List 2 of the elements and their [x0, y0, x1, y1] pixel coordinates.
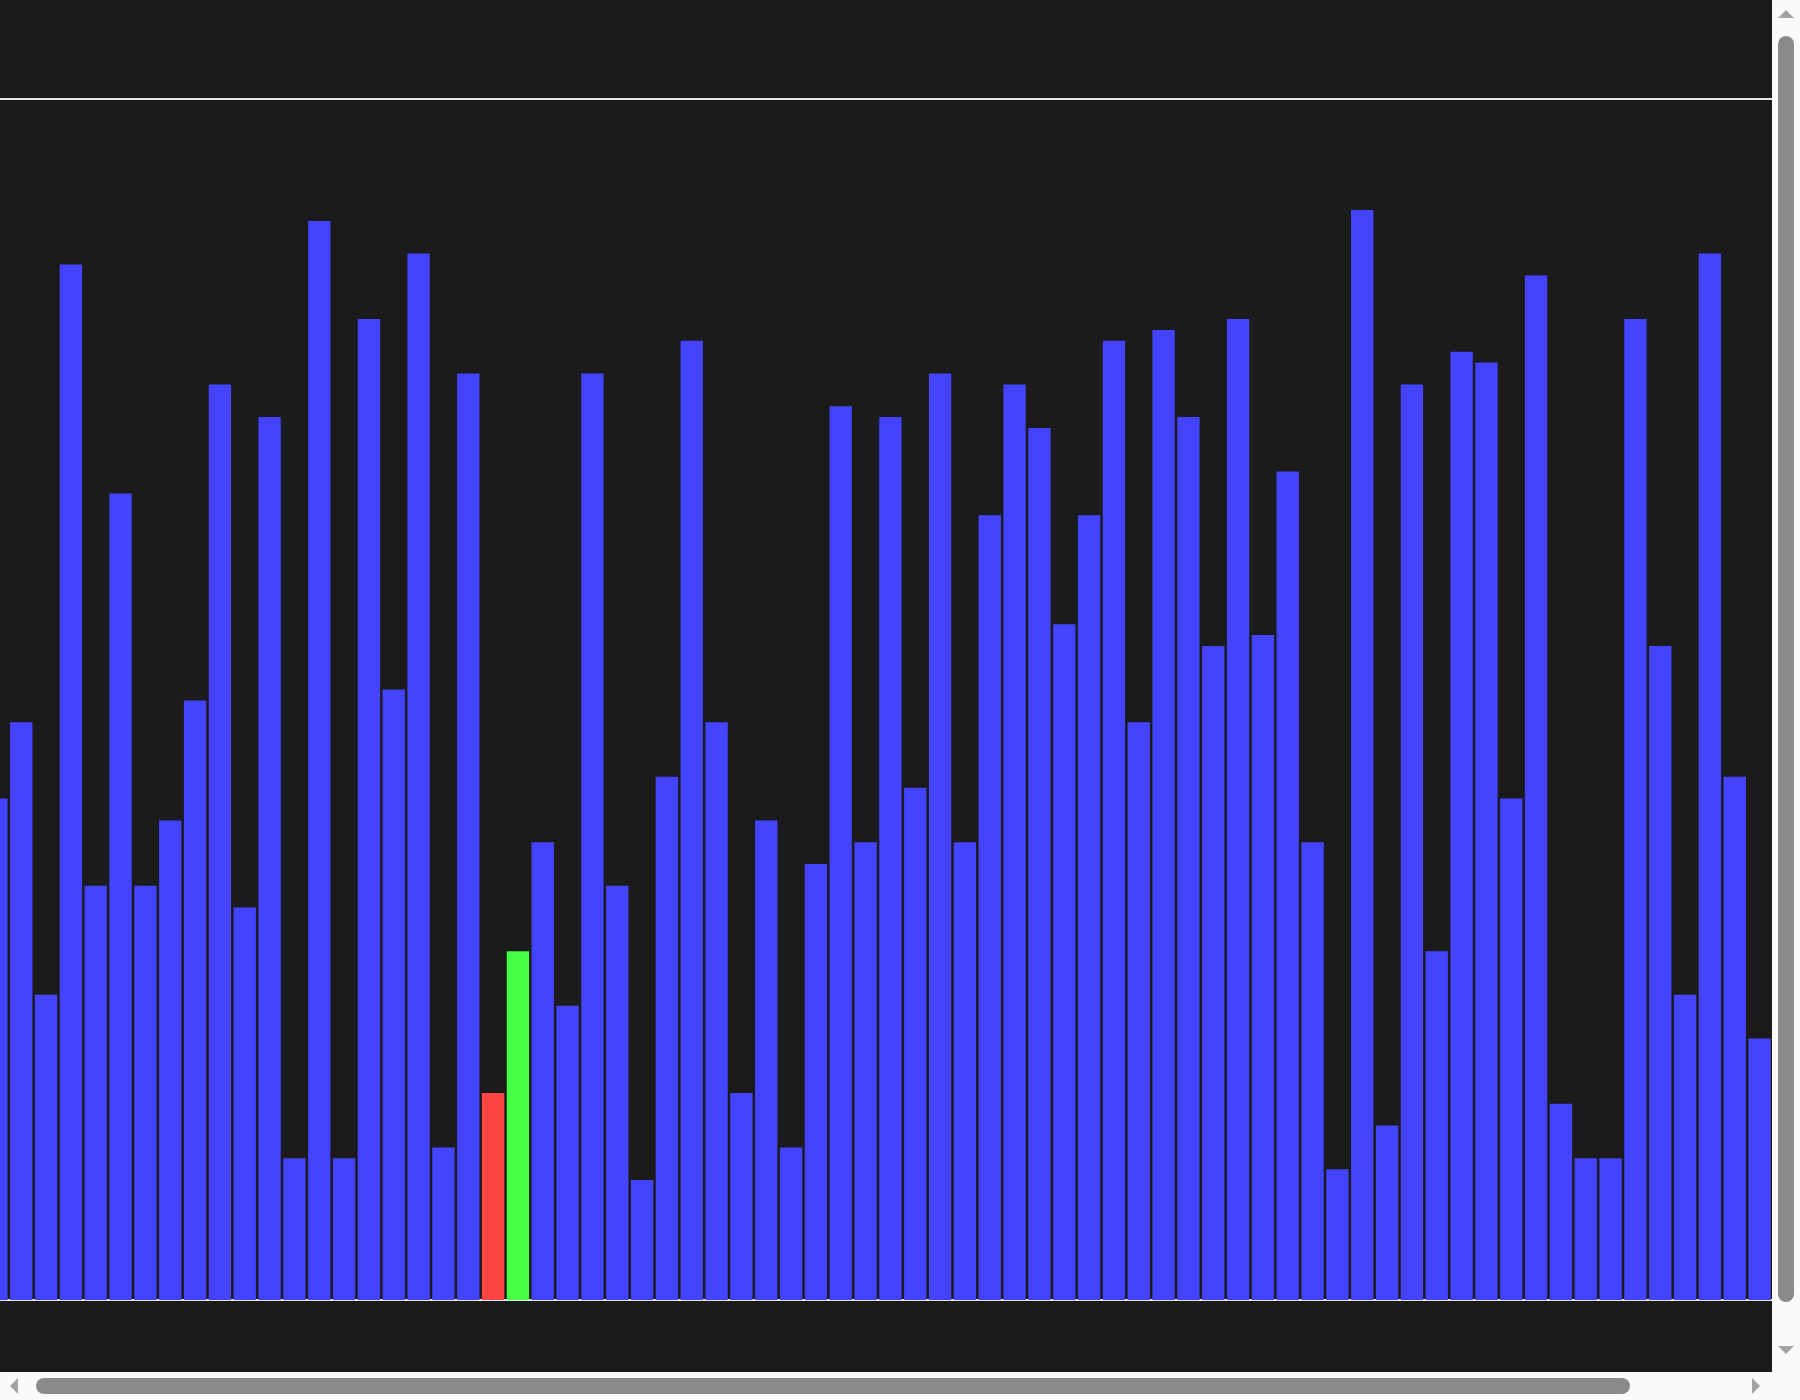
bar: [481, 1092, 505, 1300]
bar: [506, 951, 530, 1300]
